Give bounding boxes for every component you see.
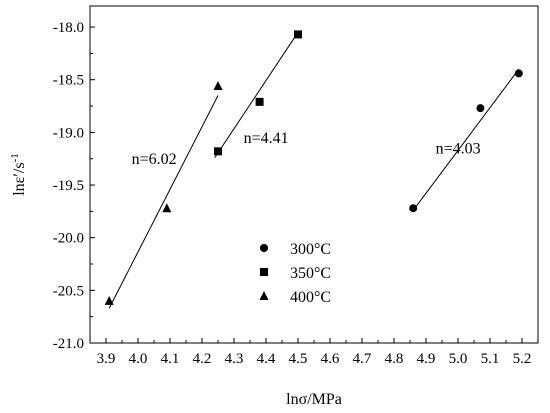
x-axis-title: lnσ/MPa	[286, 391, 342, 408]
x-tick-label: 4.7	[353, 351, 372, 367]
data-point-square	[255, 97, 264, 106]
y-axis-ticks: -21.0 -20.5 -20.0 -19.5 -19.0 -18.5 -18.0	[53, 20, 95, 352]
y-tick-label: -19.5	[53, 178, 84, 194]
legend-label: 300°C	[290, 241, 331, 258]
y-tick-label: -20.0	[53, 231, 84, 247]
data-point-square	[214, 147, 222, 156]
data-point-circle	[514, 69, 523, 78]
legend-label: 400°C	[290, 289, 331, 306]
legend-marker-triangle	[259, 291, 269, 300]
x-tick-label: 4.9	[417, 351, 436, 367]
x-tick-label: 3.9	[97, 351, 116, 367]
data-point-triangle	[162, 203, 172, 213]
legend: 300°C 350°C 400°C	[259, 241, 331, 306]
data-points	[104, 30, 523, 305]
x-tick-label: 4.1	[161, 351, 180, 367]
slope-annotation: n=4.03	[436, 140, 481, 157]
data-point-triangle	[104, 295, 114, 305]
x-tick-label: 4.6	[321, 351, 340, 367]
data-point-circle	[476, 104, 485, 113]
slope-annotation: n=6.02	[132, 151, 177, 168]
x-tick-label: 4.8	[385, 351, 404, 367]
x-tick-label: 4.5	[289, 351, 308, 367]
y-axis-title-superscript: -1	[9, 153, 21, 162]
fit-line	[214, 32, 299, 158]
legend-marker-circle	[260, 244, 268, 252]
y-tick-label: -19.0	[53, 125, 84, 141]
y-axis-title-main: lnε′/s	[11, 162, 28, 195]
x-tick-label: 4.2	[193, 351, 212, 367]
slope-annotations: n=4.03 n=4.41 n=6.02	[132, 130, 481, 168]
x-axis-ticks: 3.9 4.0 4.1 4.2 4.3 4.4 4.5 4.6 4.7 4.8 4.9 5.0 5.1 5…	[97, 338, 539, 367]
fit-lines	[108, 32, 520, 309]
x-tick-label: 5.0	[449, 351, 468, 367]
data-point-circle	[409, 204, 418, 213]
fit-line	[415, 68, 520, 207]
legend-label: 350°C	[290, 265, 331, 282]
y-tick-label: -18.5	[53, 73, 84, 89]
y-tick-label: -21.0	[53, 336, 84, 352]
y-tick-label: -20.5	[53, 283, 84, 299]
data-point-square	[294, 30, 302, 39]
legend-marker-square	[260, 268, 268, 276]
x-tick-label: 4.0	[129, 351, 148, 367]
x-tick-label: 5.1	[481, 351, 500, 367]
x-tick-label: 4.4	[257, 351, 276, 367]
x-tick-label: 4.3	[225, 351, 244, 367]
fit-line	[108, 95, 219, 309]
y-axis-title: lnε′/s-1	[9, 153, 28, 196]
slope-annotation: n=4.41	[244, 130, 289, 147]
x-tick-label: 5.2	[513, 351, 532, 367]
data-point-triangle	[213, 81, 223, 91]
y-tick-label: -18.0	[53, 20, 84, 36]
